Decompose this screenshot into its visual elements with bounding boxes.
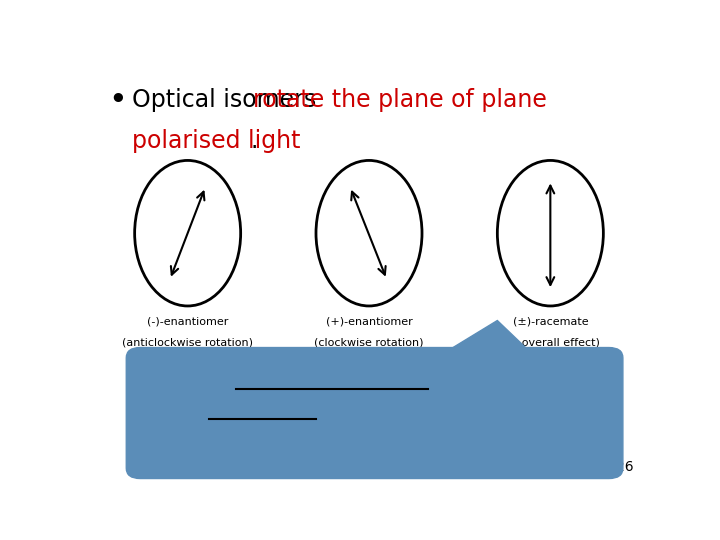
Text: 26: 26 xyxy=(616,461,634,474)
Text: rotate the plane of plane: rotate the plane of plane xyxy=(253,87,547,112)
Text: Optical isomers: Optical isomers xyxy=(132,87,323,112)
Polygon shape xyxy=(436,321,536,358)
Text: of enantiomers: of enantiomers xyxy=(428,373,581,393)
Text: polarised light: polarised light xyxy=(132,129,300,153)
Text: (no overall effect): (no overall effect) xyxy=(500,337,600,347)
Text: (clockwise rotation): (clockwise rotation) xyxy=(314,337,424,347)
Text: Notice: Notice xyxy=(161,373,232,393)
Text: (-)-enantiomer: (-)-enantiomer xyxy=(147,316,228,326)
Text: •: • xyxy=(109,87,126,113)
Text: on the rotation of plane: on the rotation of plane xyxy=(315,404,554,423)
Text: no effect: no effect xyxy=(209,404,305,423)
FancyBboxPatch shape xyxy=(126,348,623,478)
Text: (+)-enantiomer: (+)-enantiomer xyxy=(325,316,413,326)
Text: .: . xyxy=(251,129,258,153)
Text: polarised light – why?: polarised light – why? xyxy=(251,433,470,452)
Text: (±)-racemate: (±)-racemate xyxy=(513,316,588,326)
Text: a racemic mixture: a racemic mixture xyxy=(235,373,426,393)
Text: (anticlockwise rotation): (anticlockwise rotation) xyxy=(122,337,253,347)
Text: has: has xyxy=(166,404,208,423)
